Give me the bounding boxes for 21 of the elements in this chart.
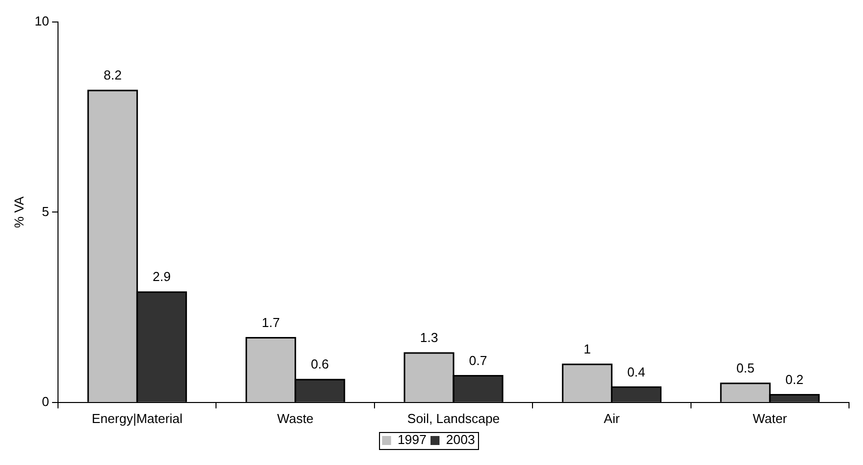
legend-label: 2003 [446,432,475,448]
data-label: 1 [584,341,591,356]
legend-label: 1997 [398,432,426,448]
data-label: 1.3 [420,330,438,346]
x-tick-label: Water [752,410,788,426]
x-tick-label: Waste [277,410,314,426]
x-tick-label: Energy|Material [92,410,183,426]
data-label: 0.6 [310,356,329,372]
y-tick-label: 10 [34,14,50,29]
x-tick-label: Soil, Landscape [407,410,500,426]
data-label: 0.2 [785,372,804,387]
data-label: 0.7 [469,352,488,368]
data-label: 8.2 [104,68,122,83]
data-label: 1.7 [262,314,280,330]
y-tick-label: 0 [42,394,50,409]
data-label: 0.5 [736,360,754,376]
data-label: 0.4 [627,364,646,380]
data-label: 2.9 [152,269,171,284]
x-tick-label: Air [604,410,620,426]
y-axis-title: % VA [11,196,26,228]
y-tick-label: 5 [42,204,50,219]
